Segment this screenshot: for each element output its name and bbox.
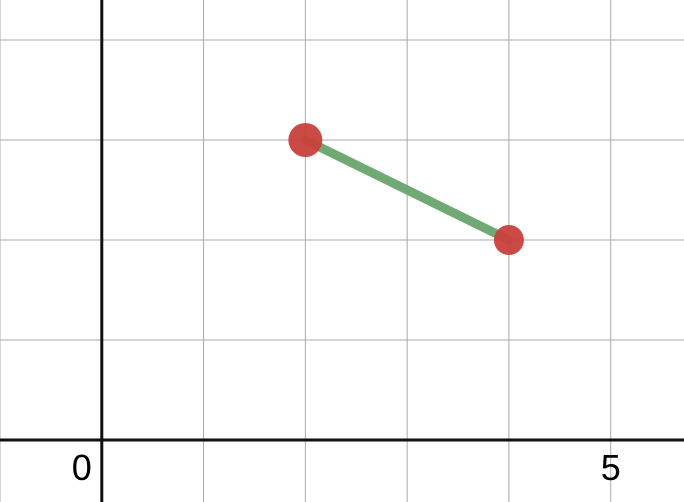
line-segment[interactable] [300, 135, 514, 245]
x-tick-label: 0 [72, 447, 92, 488]
data-point[interactable] [288, 123, 323, 157]
data-point[interactable] [493, 225, 524, 255]
plot-series [288, 123, 524, 255]
x-tick-label: 5 [601, 447, 621, 488]
